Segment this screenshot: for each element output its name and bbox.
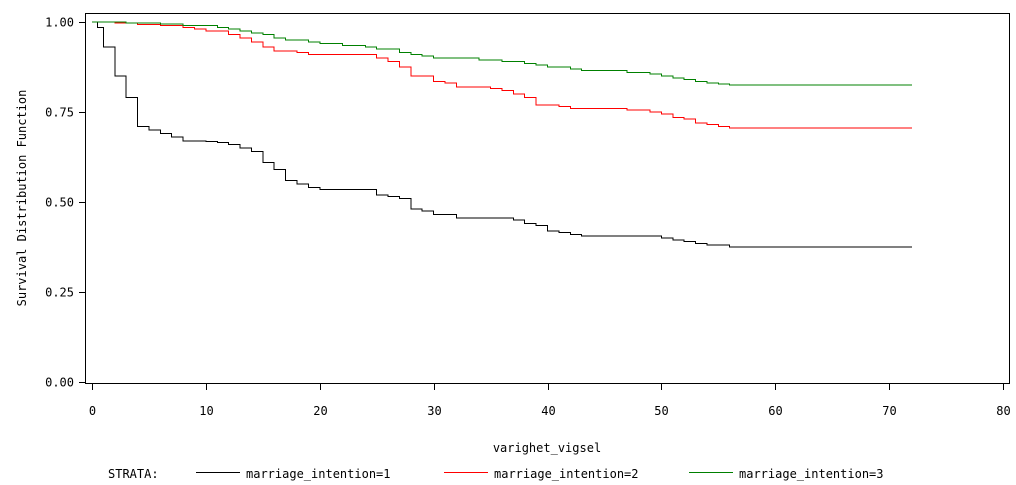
x-tick-label: 80 (996, 404, 1010, 418)
x-axis: 0 10 20 30 40 50 60 70 80 (89, 383, 1011, 418)
x-tick-label: 30 (427, 404, 441, 418)
y-tick-label: 0.75 (45, 106, 74, 120)
x-axis-label: varighet_vigsel (493, 441, 601, 455)
x-tick-label: 70 (882, 404, 896, 418)
x-tick-label: 0 (89, 404, 96, 418)
legend-entry-2: marriage_intention=2 (494, 467, 639, 481)
x-tick-label: 10 (199, 404, 213, 418)
legend-title: STRATA: (108, 467, 159, 481)
y-tick-label: 0.50 (45, 196, 74, 210)
x-tick-label: 50 (654, 404, 668, 418)
y-tick-label: 1.00 (45, 16, 74, 30)
legend-entry-1: marriage_intention=1 (246, 467, 391, 481)
x-tick-label: 60 (768, 404, 782, 418)
plot-area (85, 13, 1010, 384)
legend: STRATA: marriage_intention=1 marriage_int… (108, 467, 884, 481)
y-tick-label: 0.25 (45, 286, 74, 300)
y-tick-label: 0.00 (45, 376, 74, 390)
legend-entry-3: marriage_intention=3 (739, 467, 884, 481)
x-tick-label: 40 (541, 404, 555, 418)
plot-frame (85, 13, 1010, 384)
series-line-3 (92, 21, 912, 86)
y-axis: 0.00 0.25 0.50 0.75 1.00 (45, 16, 86, 390)
series-line-2 (92, 21, 912, 129)
series-curves (92, 21, 912, 248)
series-line-1 (92, 21, 912, 248)
y-axis-label: Survival Distribution Function (15, 90, 29, 307)
x-tick-label: 20 (313, 404, 327, 418)
